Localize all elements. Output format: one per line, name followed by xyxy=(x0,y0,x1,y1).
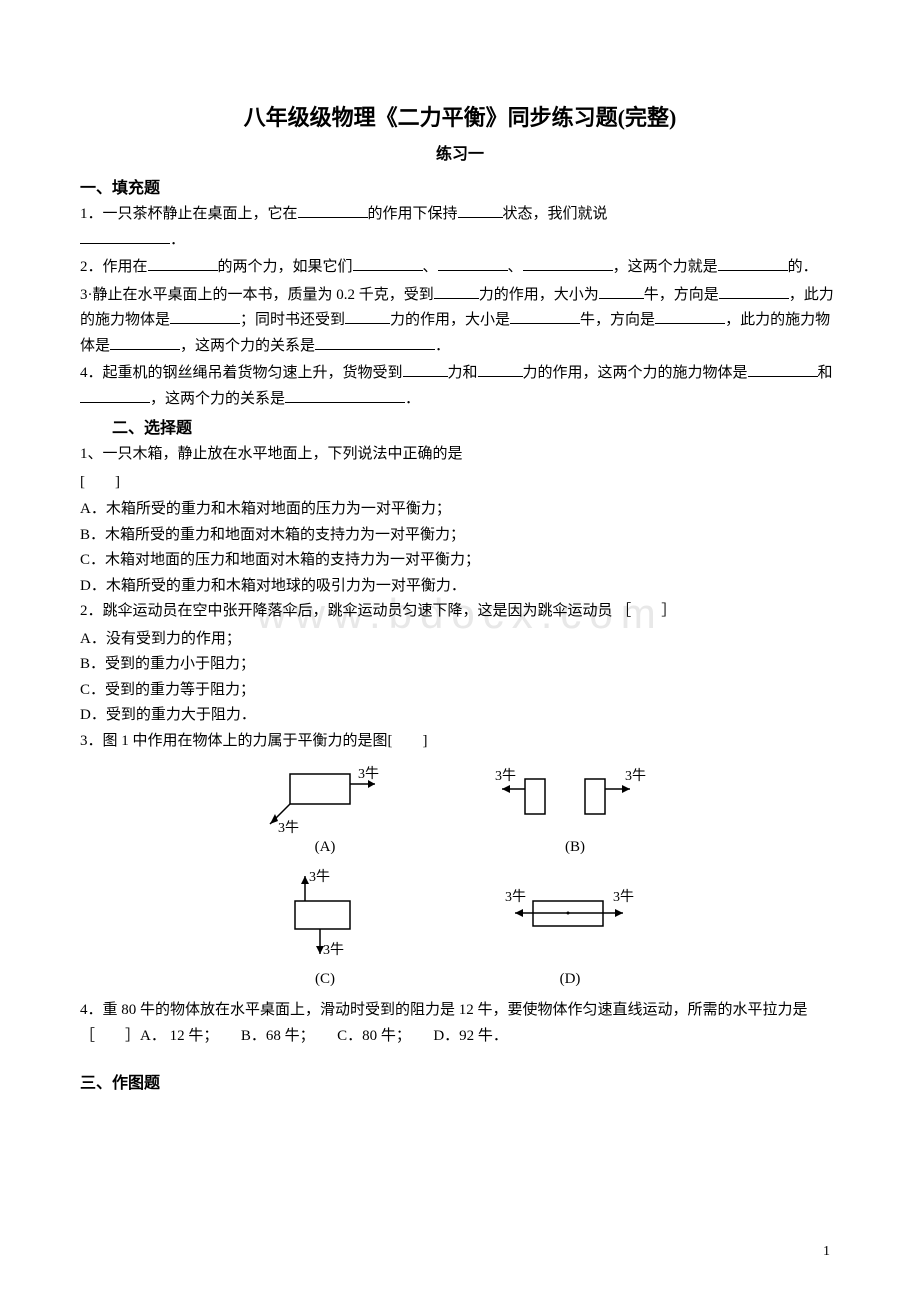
diagram-a: 3牛 3牛 (A) xyxy=(260,764,390,856)
text: 的． xyxy=(788,259,818,275)
text: 1．一只茶杯静止在桌面上，它在 xyxy=(80,206,298,222)
text: 的两个力，如果它们 xyxy=(218,259,353,275)
s2-q4: 4．重 80 牛的物体放在水平桌面上，滑动时受到的阻力是 12 牛，要使物体作匀… xyxy=(80,998,840,1049)
s2-q2: 2．跳伞运动员在空中张开降落伞后，跳伞运动员匀速下降，这是因为跳伞运动员 ［ ］ xyxy=(80,599,840,625)
force-label: 3牛 xyxy=(625,768,646,784)
diagram-label-b: (B) xyxy=(565,839,585,856)
text: ，这两个力就是 xyxy=(613,259,718,275)
text: 4．起重机的钢丝绳吊着货物匀速上升，货物受到 xyxy=(80,365,403,381)
text: 2．作用在 xyxy=(80,259,148,275)
blank xyxy=(478,362,523,377)
s2-q1-c: C．木箱对地面的压力和地面对木箱的支持力为一对平衡力； xyxy=(80,548,840,574)
force-label: 3牛 xyxy=(358,766,379,782)
text: 、 xyxy=(423,259,438,275)
blank xyxy=(345,309,390,324)
text: 3·静止在水平桌面上的一本书，质量为 0.2 千克，受到 xyxy=(80,287,434,303)
content-wrapper: 八年级级物理《二力平衡》同步练习题(完整) 练习一 一、填充题 1．一只茶杯静止… xyxy=(80,100,840,1093)
text: 和 xyxy=(818,365,833,381)
text: 力和 xyxy=(448,365,478,381)
text: ，这两个力的关系是 xyxy=(180,338,315,354)
diagram-d-svg: 3牛 3牛 xyxy=(485,866,655,966)
force-label: 3牛 xyxy=(323,942,344,958)
blank xyxy=(353,256,423,271)
diagram-label-d: (D) xyxy=(560,971,581,988)
diagram-d: 3牛 3牛 (D) xyxy=(485,866,655,988)
text: 力的作用，大小是 xyxy=(390,312,510,328)
force-label: 3牛 xyxy=(613,889,634,905)
diagram-b: 3牛 3牛 (B) xyxy=(490,764,660,856)
diagram-c: 3牛 3牛 (C) xyxy=(265,866,385,988)
text: 牛，方向是 xyxy=(580,312,655,328)
text: ． xyxy=(405,391,420,407)
blank xyxy=(458,203,503,218)
diagram-a-svg: 3牛 3牛 xyxy=(260,764,390,834)
s2-q1-bracket: [ ] xyxy=(80,470,840,496)
s2-q2-a: A．没有受到力的作用； xyxy=(80,627,840,653)
text: ． xyxy=(170,232,185,248)
blank xyxy=(718,256,788,271)
text: ；同时书还受到 xyxy=(240,312,345,328)
blank xyxy=(599,284,644,299)
s2-q1-d: D．木箱所受的重力和木箱对地球的吸引力为一对平衡力． xyxy=(80,574,840,600)
page-title: 八年级级物理《二力平衡》同步练习题(完整) xyxy=(80,100,840,132)
blank xyxy=(434,284,479,299)
s2-q2-c: C．受到的重力等于阻力； xyxy=(80,678,840,704)
blank xyxy=(523,256,613,271)
diagram-b-svg: 3牛 3牛 xyxy=(490,764,660,834)
s2-q1-stem: 1、一只木箱，静止放在水平地面上，下列说法中正确的是 xyxy=(80,442,840,468)
blank xyxy=(285,388,405,403)
blank xyxy=(170,309,240,324)
text: 的作用下保持 xyxy=(368,206,458,222)
text: 状态，我们就说 xyxy=(503,206,608,222)
page-number: 1 xyxy=(823,1244,830,1260)
blank xyxy=(315,335,435,350)
force-label: 3牛 xyxy=(309,869,330,885)
force-label: 3牛 xyxy=(278,820,299,834)
blank xyxy=(110,335,180,350)
diagram-label-c: (C) xyxy=(315,971,335,988)
s2-q3: 3．图 1 中作用在物体上的力属于平衡力的是图[ ] xyxy=(80,729,840,755)
text: 、 xyxy=(508,259,523,275)
blank xyxy=(80,229,170,244)
text: ． xyxy=(435,338,450,354)
text: 力的作用，这两个力的施力物体是 xyxy=(523,365,748,381)
section-1-heading: 一、填充题 xyxy=(80,174,840,198)
diagram-c-svg: 3牛 3牛 xyxy=(265,866,385,966)
text: ，这两个力的关系是 xyxy=(150,391,285,407)
blank xyxy=(655,309,725,324)
force-label: 3牛 xyxy=(495,768,516,784)
force-label: 3牛 xyxy=(505,889,526,905)
section-2-heading: 二、选择题 xyxy=(80,414,840,438)
blank xyxy=(403,362,448,377)
diagram-row-2: 3牛 3牛 (C) 3牛 3牛 (D) xyxy=(80,866,840,988)
text: 力的作用，大小为 xyxy=(479,287,599,303)
blank xyxy=(438,256,508,271)
blank xyxy=(148,256,218,271)
section-3-heading: 三、作图题 xyxy=(80,1069,840,1093)
page-subtitle: 练习一 xyxy=(80,140,840,164)
s1-q2: 2．作用在 的两个力，如果它们 、 、 ，这两个力就是 的． xyxy=(80,255,840,281)
s2-q2-d: D．受到的重力大于阻力． xyxy=(80,703,840,729)
s1-q3: 3·静止在水平桌面上的一本书，质量为 0.2 千克，受到力的作用，大小为牛，方向… xyxy=(80,283,840,360)
blank xyxy=(719,284,789,299)
blank xyxy=(80,388,150,403)
s1-q4: 4．起重机的钢丝绳吊着货物匀速上升，货物受到 力和 力的作用，这两个力的施力物体是 和… xyxy=(80,361,840,412)
s2-q2-b: B．受到的重力小于阻力； xyxy=(80,652,840,678)
s2-q1-b: B．木箱所受的重力和地面对木箱的支持力为一对平衡力； xyxy=(80,523,840,549)
diagram-row-1: 3牛 3牛 (A) 3牛 3牛 (B) xyxy=(80,764,840,856)
s1-q1: 1．一只茶杯静止在桌面上，它在 的作用下保持 状态，我们就说 ． xyxy=(80,202,840,253)
s2-q1-a: A．木箱所受的重力和木箱对地面的压力为一对平衡力； xyxy=(80,497,840,523)
blank xyxy=(298,203,368,218)
diagram-figure-1: 3牛 3牛 (A) 3牛 3牛 (B) xyxy=(80,764,840,988)
text: 牛，方向是 xyxy=(644,287,719,303)
blank xyxy=(510,309,580,324)
blank xyxy=(748,362,818,377)
diagram-label-a: (A) xyxy=(315,839,336,856)
